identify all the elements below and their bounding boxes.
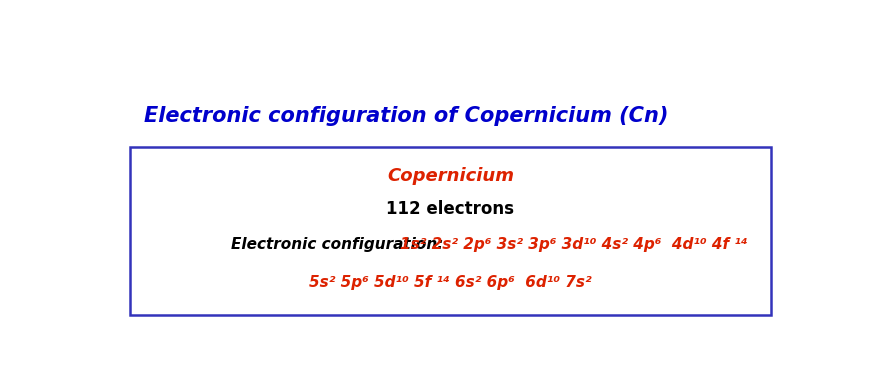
Text: 5s² 5p⁶ 5d¹⁰ 5f ¹⁴ 6s² 6p⁶  6d¹⁰ 7s²: 5s² 5p⁶ 5d¹⁰ 5f ¹⁴ 6s² 6p⁶ 6d¹⁰ 7s² [309, 275, 591, 290]
Text: Copernicium: Copernicium [386, 167, 514, 185]
Text: Electronic configuration of Copernicium (Cn): Electronic configuration of Copernicium … [144, 106, 667, 126]
Text: 1s² 2s² 2p⁶ 3s² 3p⁶ 3d¹⁰ 4s² 4p⁶  4d¹⁰ 4f ¹⁴: 1s² 2s² 2p⁶ 3s² 3p⁶ 3d¹⁰ 4s² 4p⁶ 4d¹⁰ 4f… [399, 237, 747, 252]
Text: 112 electrons: 112 electrons [386, 200, 514, 218]
Bar [130, 147, 770, 315]
Text: Electronic configuration:: Electronic configuration: [231, 237, 449, 252]
